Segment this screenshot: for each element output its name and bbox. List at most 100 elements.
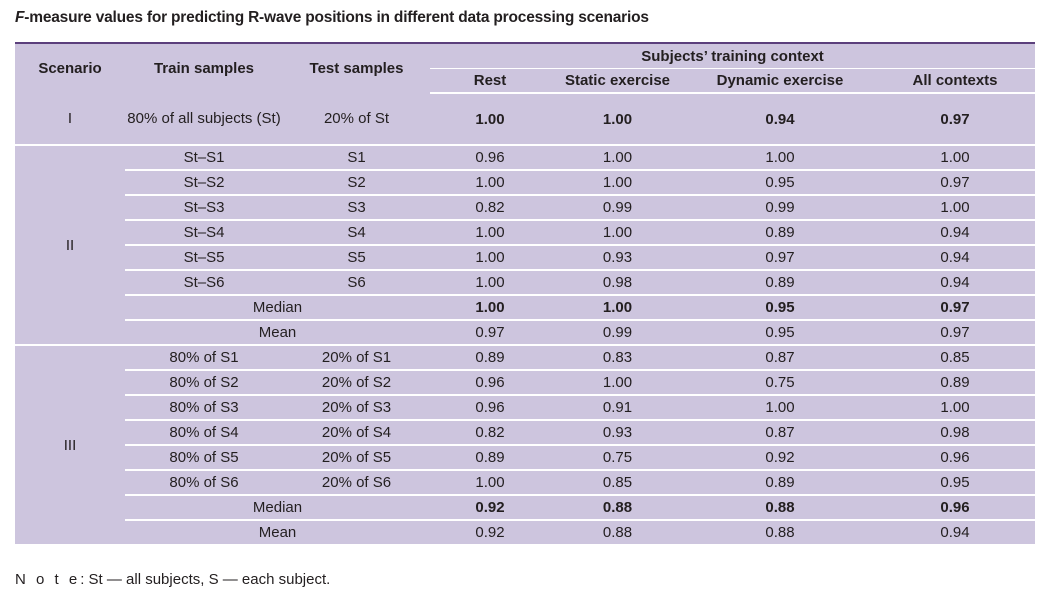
train-samples-cell: St–S3	[125, 195, 283, 221]
test-samples-cell: S4	[283, 220, 430, 246]
header-test: Test samples	[309, 60, 404, 77]
header-train: Train samples	[153, 60, 255, 77]
value-rest: 1.00	[430, 93, 550, 146]
test-samples-cell: 20% of S6	[283, 470, 430, 496]
table-note: N o t e: St — all subjects, S — each sub…	[15, 571, 330, 588]
value-dynamic: 0.95	[685, 295, 875, 321]
table-row: III 80% of S1 20% of S1 0.89 0.83 0.87 0.85	[15, 345, 1036, 546]
train-samples-cell: 80% of S2	[125, 370, 283, 396]
value-rest: 0.92	[430, 495, 550, 521]
train-samples-cell: 80% of S3	[125, 395, 283, 421]
value-static: 1.00	[550, 295, 685, 321]
value-static: 0.83	[550, 345, 685, 371]
table-body: I 80% of all subjects (St) 20% of St 1.00 1.…	[15, 93, 1036, 546]
value-rest: 0.96	[430, 370, 550, 396]
value-all: 0.94	[875, 220, 1036, 246]
value-rest: 0.92	[430, 520, 550, 546]
table-row: 80% of S4 20% of S4 0.82 0.93 0.87 0.98	[15, 420, 1036, 446]
value-dynamic: 0.88	[685, 520, 875, 546]
value-static: 0.98	[550, 270, 685, 296]
value-rest: 0.89	[430, 345, 550, 371]
train-samples-cell: 80% of S5	[125, 445, 283, 471]
table-row: St–S4 S4 1.00 1.00 0.89 0.94	[15, 220, 1036, 246]
value-rest: 1.00	[430, 170, 550, 196]
table-row: I 80% of all subjects (St) 20% of St 1.00 1.…	[15, 93, 1036, 146]
value-dynamic: 0.87	[685, 420, 875, 446]
value-dynamic: 1.00	[685, 395, 875, 421]
title-text: -measure values for predicting R-wave po…	[24, 9, 649, 26]
value-dynamic: 0.97	[685, 245, 875, 271]
value-dynamic: 0.75	[685, 370, 875, 396]
value-static: 0.91	[550, 395, 685, 421]
train-samples-cell: St–S4	[125, 220, 283, 246]
value-dynamic: 0.87	[685, 345, 875, 371]
table-row: St–S3 S3 0.82 0.99 0.99 1.00	[15, 195, 1036, 221]
summary-row: Median 1.00 1.00 0.95 0.97	[15, 295, 1036, 321]
header-static: Static exercise	[550, 68, 685, 94]
summary-label: Mean	[125, 520, 430, 546]
test-samples-cell: S1	[283, 145, 430, 171]
value-static: 1.00	[550, 370, 685, 396]
note-text: : St — all subjects, S — each subject.	[80, 571, 331, 588]
value-static: 1.00	[550, 220, 685, 246]
value-dynamic: 0.95	[685, 170, 875, 196]
test-samples-cell: 20% of S2	[283, 370, 430, 396]
value-all: 0.96	[875, 445, 1036, 471]
test-samples-cell: S2	[283, 170, 430, 196]
value-rest: 0.96	[430, 395, 550, 421]
test-samples-cell: S6	[283, 270, 430, 296]
value-dynamic: 0.99	[685, 195, 875, 221]
value-dynamic: 1.00	[685, 145, 875, 171]
value-static: 0.85	[550, 470, 685, 496]
value-rest: 1.00	[430, 245, 550, 271]
table-row: St–S6 S6 1.00 0.98 0.89 0.94	[15, 270, 1036, 296]
test-samples-cell: S5	[283, 245, 430, 271]
value-all: 0.96	[875, 495, 1036, 521]
header-dynamic: Dynamic exercise	[685, 68, 875, 94]
value-rest: 0.89	[430, 445, 550, 471]
value-rest: 1.00	[430, 470, 550, 496]
f-measure-table: Scenario Train samples Test samples Subj…	[15, 42, 1036, 546]
value-rest: 1.00	[430, 295, 550, 321]
value-all: 0.94	[875, 520, 1036, 546]
value-static: 1.00	[550, 170, 685, 196]
test-samples-cell: 20% of S3	[283, 395, 430, 421]
value-all: 1.00	[875, 195, 1036, 221]
train-samples-cell: St–S6	[125, 270, 283, 296]
value-rest: 0.82	[430, 420, 550, 446]
test-samples-cell: S3	[283, 195, 430, 221]
summary-label: Median	[125, 295, 430, 321]
summary-label: Median	[125, 495, 430, 521]
table-row: 80% of S2 20% of S2 0.96 1.00 0.75 0.89	[15, 370, 1036, 396]
header-all: All contexts	[875, 68, 1036, 94]
value-dynamic: 0.88	[685, 495, 875, 521]
train-samples-cell: 80% of all subjects (St)	[125, 93, 283, 146]
value-dynamic: 0.89	[685, 220, 875, 246]
train-samples-cell: St–S1	[125, 145, 283, 171]
train-samples-cell: 80% of S4	[125, 420, 283, 446]
test-samples-cell: 20% of S4	[283, 420, 430, 446]
table-row: 80% of S3 20% of S3 0.96 0.91 1.00 1.00	[15, 395, 1036, 421]
test-samples-cell: 20% of S5	[283, 445, 430, 471]
value-all: 0.97	[875, 93, 1036, 146]
note-label: N o t e	[15, 571, 81, 588]
train-samples-cell: St–S5	[125, 245, 283, 271]
value-all: 1.00	[875, 395, 1036, 421]
summary-row: Mean 0.92 0.88 0.88 0.94	[15, 520, 1036, 546]
table-row: 80% of S5 20% of S5 0.89 0.75 0.92 0.96	[15, 445, 1036, 471]
value-static: 0.93	[550, 245, 685, 271]
value-static: 1.00	[550, 145, 685, 171]
value-dynamic: 0.89	[685, 270, 875, 296]
value-rest: 1.00	[430, 220, 550, 246]
test-samples-cell: 20% of St	[283, 93, 430, 146]
value-all: 0.85	[875, 345, 1036, 371]
test-samples-cell: 20% of S1	[283, 345, 430, 371]
scenario-cell: II	[15, 145, 125, 346]
train-samples-cell: 80% of S1	[125, 345, 283, 371]
train-samples-cell: 80% of S6	[125, 470, 283, 496]
header-scenario: Scenario	[38, 60, 102, 77]
header-rest: Rest	[430, 68, 550, 94]
scenario-cell: III	[15, 345, 125, 546]
value-dynamic: 0.89	[685, 470, 875, 496]
summary-label: Mean	[125, 320, 430, 346]
